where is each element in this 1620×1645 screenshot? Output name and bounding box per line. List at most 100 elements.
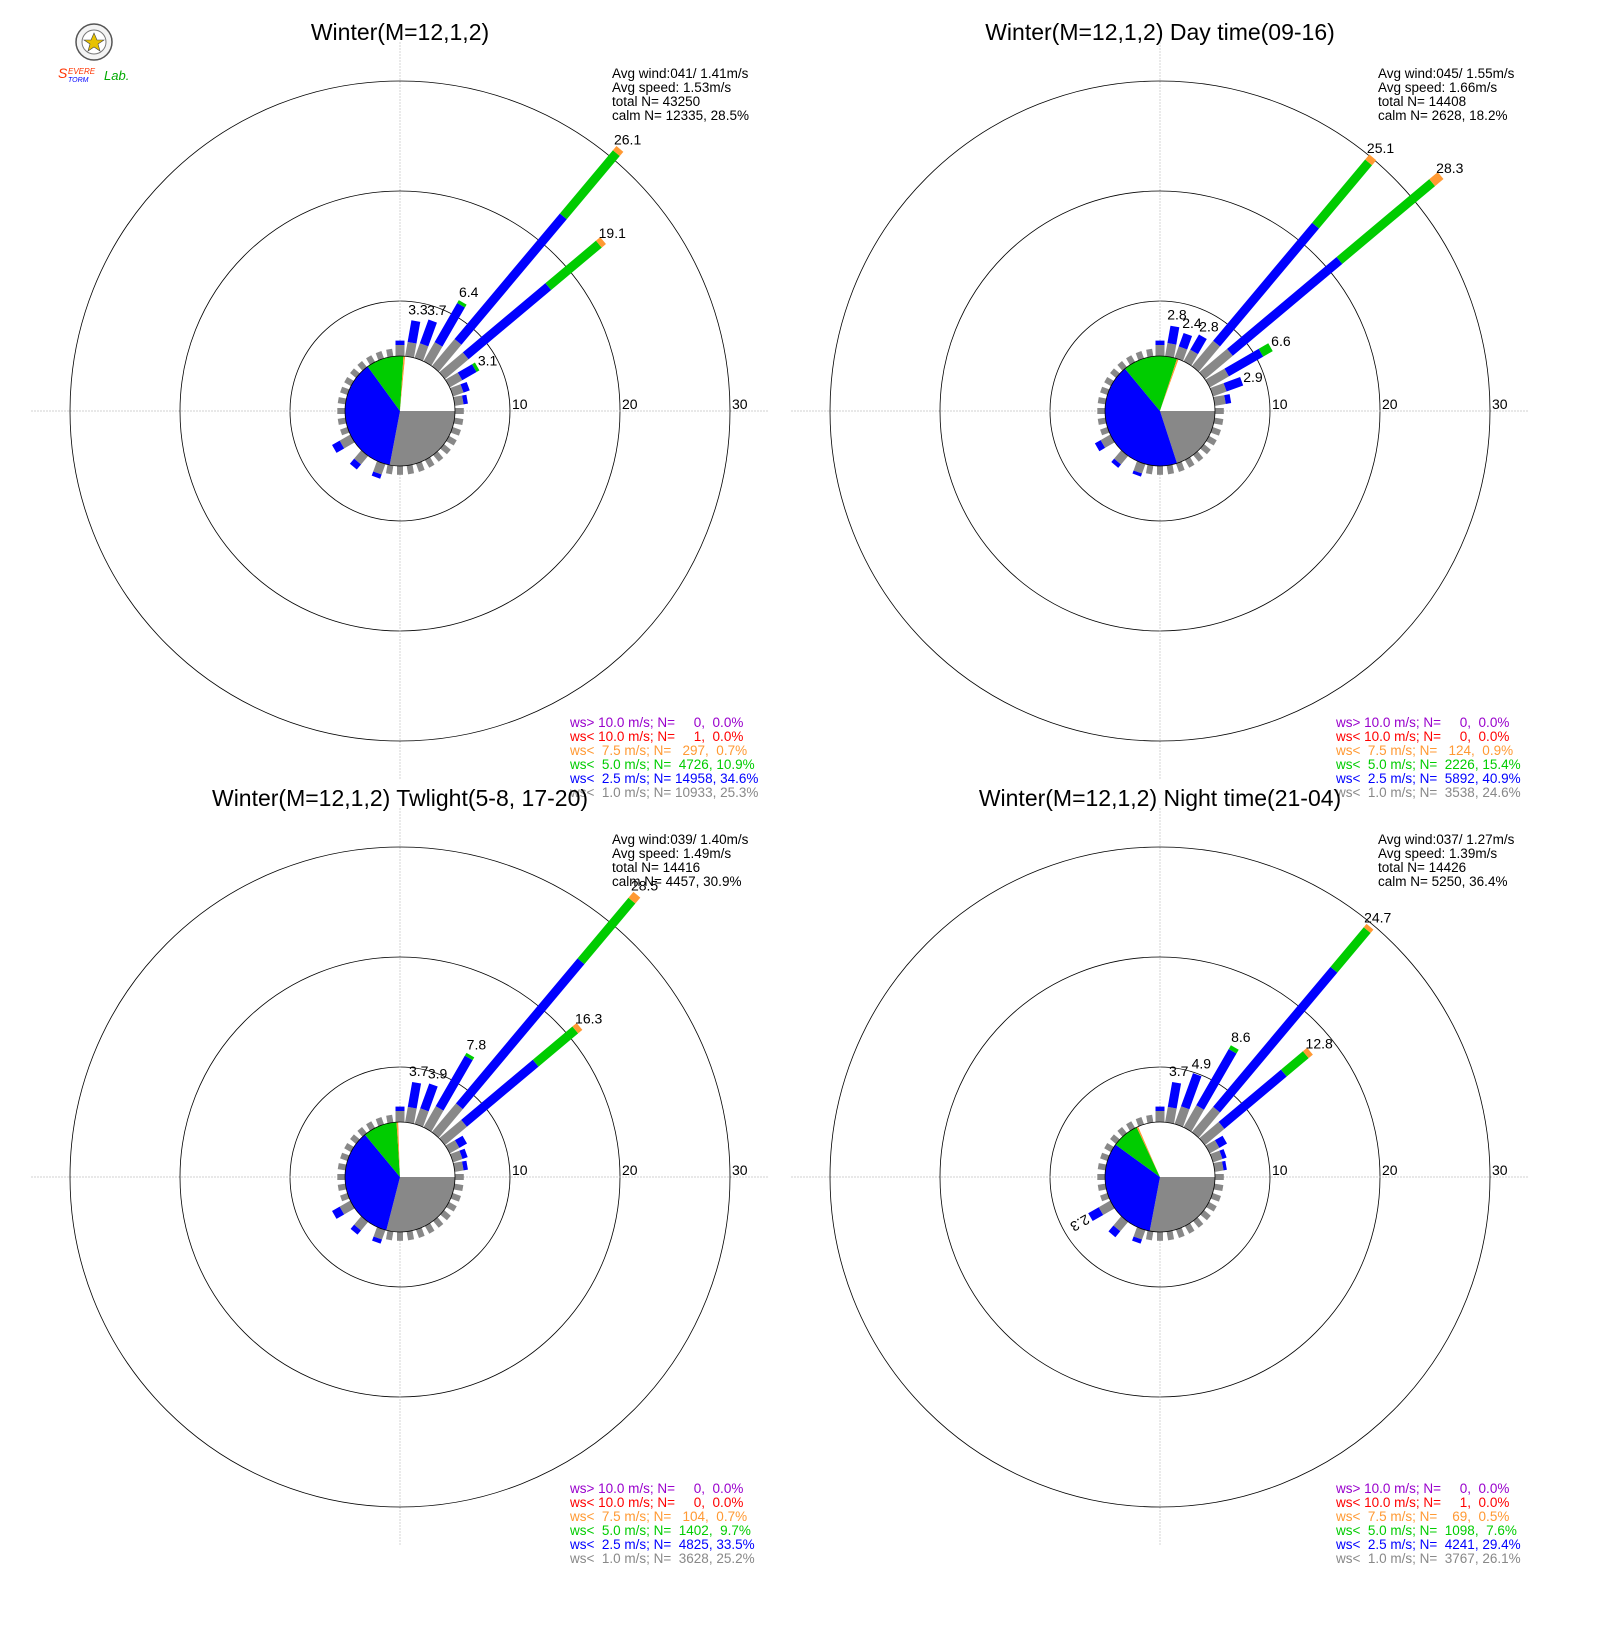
petal-seg-lt5 (559, 150, 620, 220)
calm-slice-lt1 (1149, 1177, 1215, 1232)
petal-minor-160 (1175, 1227, 1185, 1238)
petal-dir-70 (450, 381, 470, 397)
petal-seg-lt25 (435, 1055, 473, 1111)
petal-minor-350 (386, 348, 394, 358)
stat-line: calm N= 12335, 28.5% (612, 108, 749, 123)
petal-dir-200 (1132, 1227, 1146, 1244)
legend-entry: ws< 1.0 m/s; N= 10933, 25.3% (569, 785, 758, 800)
petal-minor-120 (1206, 1201, 1217, 1212)
petal-minor-300 (1104, 1143, 1114, 1153)
stat-line: total N= 43250 (612, 94, 700, 109)
petal-seg-lt25 (1213, 222, 1320, 347)
petal-dir-220 (350, 1216, 369, 1235)
calm-slice-lt75 (400, 356, 406, 411)
ring-label-10: 10 (1272, 396, 1288, 412)
stat-line: total N= 14416 (612, 860, 700, 875)
petal-seg-lt1 (1191, 340, 1221, 372)
petal-seg-lt5 (472, 362, 480, 372)
petal-seg-lt1 (1174, 1106, 1190, 1127)
petal-minor-340 (1135, 351, 1145, 361)
petal-label: 19.1 (599, 225, 626, 241)
petal-label: 24.7 (1364, 910, 1391, 926)
legend-entry: ws> 10.0 m/s; N= 0, 0.0% (1335, 715, 1509, 730)
petal-dir-80 (1213, 1160, 1227, 1172)
petal-minor-110 (450, 1192, 461, 1202)
legend-entry: ws< 5.0 m/s; N= 4726, 10.9% (569, 757, 755, 772)
petal-label: 16.3 (575, 1011, 602, 1027)
petal-minor-290 (1100, 386, 1110, 396)
petal-label: 28.5 (631, 878, 658, 894)
calm-outline (344, 1121, 456, 1233)
petal-seg-lt1 (1191, 1106, 1221, 1138)
petal-minor-250 (1100, 426, 1110, 436)
legend-entry: ws< 1.0 m/s; N= 3628, 25.2% (569, 1551, 755, 1566)
legend-entry: ws< 1.0 m/s; N= 3538, 24.6% (1335, 785, 1521, 800)
chart-title: Winter(M=12,1,2) (311, 19, 489, 45)
petal-seg-lt1 (1133, 1227, 1146, 1240)
petal-seg-lt25 (350, 1224, 362, 1235)
legend-entry: ws< 5.0 m/s; N= 2226, 15.4% (1335, 757, 1521, 772)
petal-seg-lt1 (445, 1140, 460, 1154)
calm-slice-lt5 (364, 1122, 400, 1177)
petal-minor-290 (340, 1152, 350, 1162)
petal-dir-10: 3.7 (1165, 1063, 1189, 1124)
petal-label: 3.9 (428, 1066, 448, 1082)
calm-outline (1104, 1121, 1216, 1233)
petal-minor-340 (375, 351, 385, 361)
petal-dir-240 (332, 434, 355, 453)
petal-minor-150 (424, 1223, 435, 1234)
petal-seg-lt75 (612, 146, 624, 157)
petal-seg-lt25 (1196, 1049, 1237, 1110)
ring-label-10: 10 (512, 1162, 528, 1178)
petal-minor-110 (1210, 426, 1221, 436)
petal-minor-120 (446, 435, 457, 446)
petal-seg-lt5 (1280, 1051, 1309, 1077)
petal-seg-lt25 (1223, 377, 1244, 392)
petal-label: 2.8 (1167, 307, 1187, 323)
petal-seg-lt1 (423, 1106, 444, 1132)
petal-seg-lt1 (1205, 1140, 1220, 1154)
petal-label: 12.8 (1306, 1035, 1333, 1051)
petal-minor-280 (337, 397, 347, 405)
petal-seg-lt1 (445, 372, 463, 388)
ring-30 (829, 80, 1491, 742)
petal-seg-lt5 (545, 240, 602, 291)
petal-minor-320 (357, 1127, 367, 1137)
calm-slice-lt5 (367, 356, 404, 411)
petal-seg-lt1 (423, 342, 443, 366)
petal-label: 2.4 (1182, 315, 1202, 331)
petal-dir-50: 12.8 (1199, 1035, 1333, 1146)
petal-minor-160 (415, 461, 425, 472)
calm-pie (344, 1121, 456, 1233)
calm-slice-lt25 (1105, 368, 1177, 466)
legend-entry: ws< 5.0 m/s; N= 1098, 7.6% (1335, 1523, 1517, 1538)
legend-entry: ws< 2.5 m/s; N= 14958, 34.6% (569, 771, 758, 786)
legend-entry: ws< 10.0 m/s; N= 1, 0.0% (1335, 1495, 1509, 1510)
petal-dir-70: 2.9 (1210, 369, 1263, 397)
petal-dir-10: 3.3 (405, 301, 428, 358)
petal-seg-lt1 (1133, 461, 1146, 474)
petal-minor-100 (453, 1183, 464, 1192)
petal-seg-lt1 (453, 1161, 464, 1172)
petal-minor-350 (1146, 1114, 1154, 1124)
petal-seg-lt1 (1205, 368, 1229, 388)
petal-dir-240: 2.3 (1067, 1200, 1115, 1235)
petal-seg-lt5 (457, 300, 467, 308)
petal-seg-lt25 (1094, 440, 1106, 452)
petal-seg-lt5 (1228, 1045, 1239, 1054)
petal-minor-110 (1210, 1192, 1221, 1202)
calm-slice-white (1160, 359, 1215, 411)
petal-dir-40: 28.5 (431, 878, 658, 1138)
petal-minor-130 (1200, 1210, 1211, 1221)
petal-minor-170 (1166, 1230, 1175, 1241)
petal-dir-30: 6.4 (423, 284, 479, 366)
petal-seg-lt1 (354, 450, 369, 465)
legend-entry: ws< 5.0 m/s; N= 1402, 9.7% (569, 1523, 751, 1538)
petal-minor-350 (386, 1114, 394, 1124)
stat-line: Avg wind:039/ 1.40m/s (612, 832, 749, 847)
petal-dir-240 (332, 1200, 355, 1219)
stat-line: total N= 14426 (1378, 860, 1466, 875)
stat-line: Avg speed: 1.53m/s (612, 80, 731, 95)
legend-entry: ws< 2.5 m/s; N= 5892, 40.9% (1335, 771, 1521, 786)
petal-seg-lt25 (1227, 256, 1343, 356)
